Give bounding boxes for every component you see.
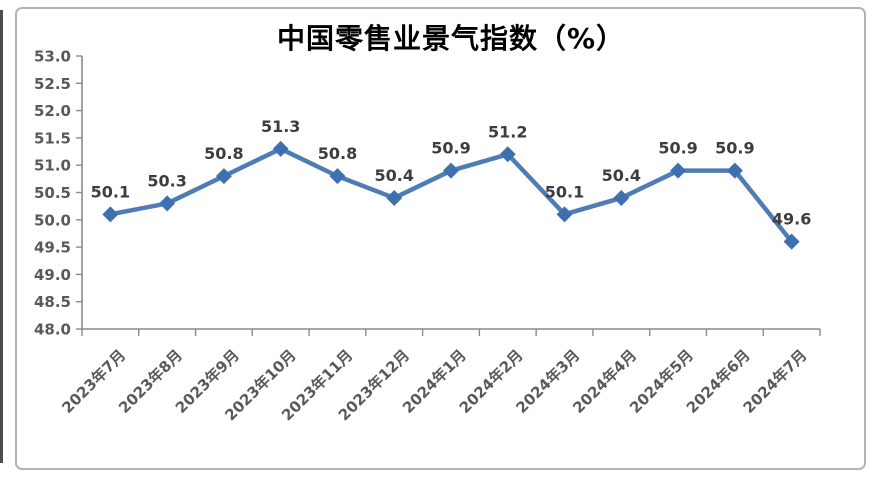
data-point-label: 50.1: [91, 182, 130, 201]
y-axis-tick-label: 53.0: [34, 48, 71, 66]
data-point-label: 50.4: [374, 166, 413, 185]
data-point-marker: [159, 195, 176, 212]
data-point-marker: [102, 206, 119, 223]
data-point-marker: [556, 206, 573, 223]
chart-border: [15, 7, 866, 470]
y-axis-tick-label: 48.5: [34, 293, 71, 311]
y-axis-tick-label: 50.0: [34, 211, 71, 229]
y-axis-tick-label: 52.5: [34, 75, 71, 93]
data-point-label: 50.1: [545, 182, 584, 201]
data-point-label: 50.8: [318, 144, 357, 163]
data-point-label: 50.3: [147, 171, 186, 190]
y-axis-tick-label: 48.0: [34, 321, 71, 339]
data-point-marker: [386, 189, 403, 206]
data-point-marker: [499, 146, 516, 163]
data-point-label: 50.8: [204, 144, 243, 163]
y-axis-tick-label: 50.5: [34, 184, 71, 202]
data-point-label: 50.4: [602, 166, 641, 185]
data-point-label: 49.6: [772, 210, 811, 229]
y-axis-tick-label: 49.5: [34, 239, 71, 257]
data-point-marker: [272, 140, 289, 157]
data-point-label: 51.2: [488, 122, 527, 141]
y-axis-tick-label: 51.0: [34, 157, 71, 175]
chart-title: 中国零售业景气指数（%）: [276, 22, 626, 55]
data-point-label: 50.9: [658, 139, 697, 158]
data-point-marker: [783, 233, 800, 250]
data-point-label: 50.9: [431, 139, 470, 158]
y-axis-tick-label: 51.5: [34, 129, 71, 147]
data-point-marker: [443, 162, 459, 179]
y-axis-tick-label: 49.0: [34, 266, 71, 284]
data-point-label: 50.9: [715, 139, 754, 158]
left-edge-line: [0, 10, 3, 463]
data-point-marker: [215, 168, 232, 185]
data-point-marker: [613, 189, 630, 206]
data-point-marker: [670, 162, 687, 179]
y-axis-tick-label: 52.0: [34, 102, 71, 120]
data-point-label: 51.3: [261, 117, 300, 136]
data-point-marker: [726, 162, 743, 179]
data-point-marker: [329, 168, 346, 185]
